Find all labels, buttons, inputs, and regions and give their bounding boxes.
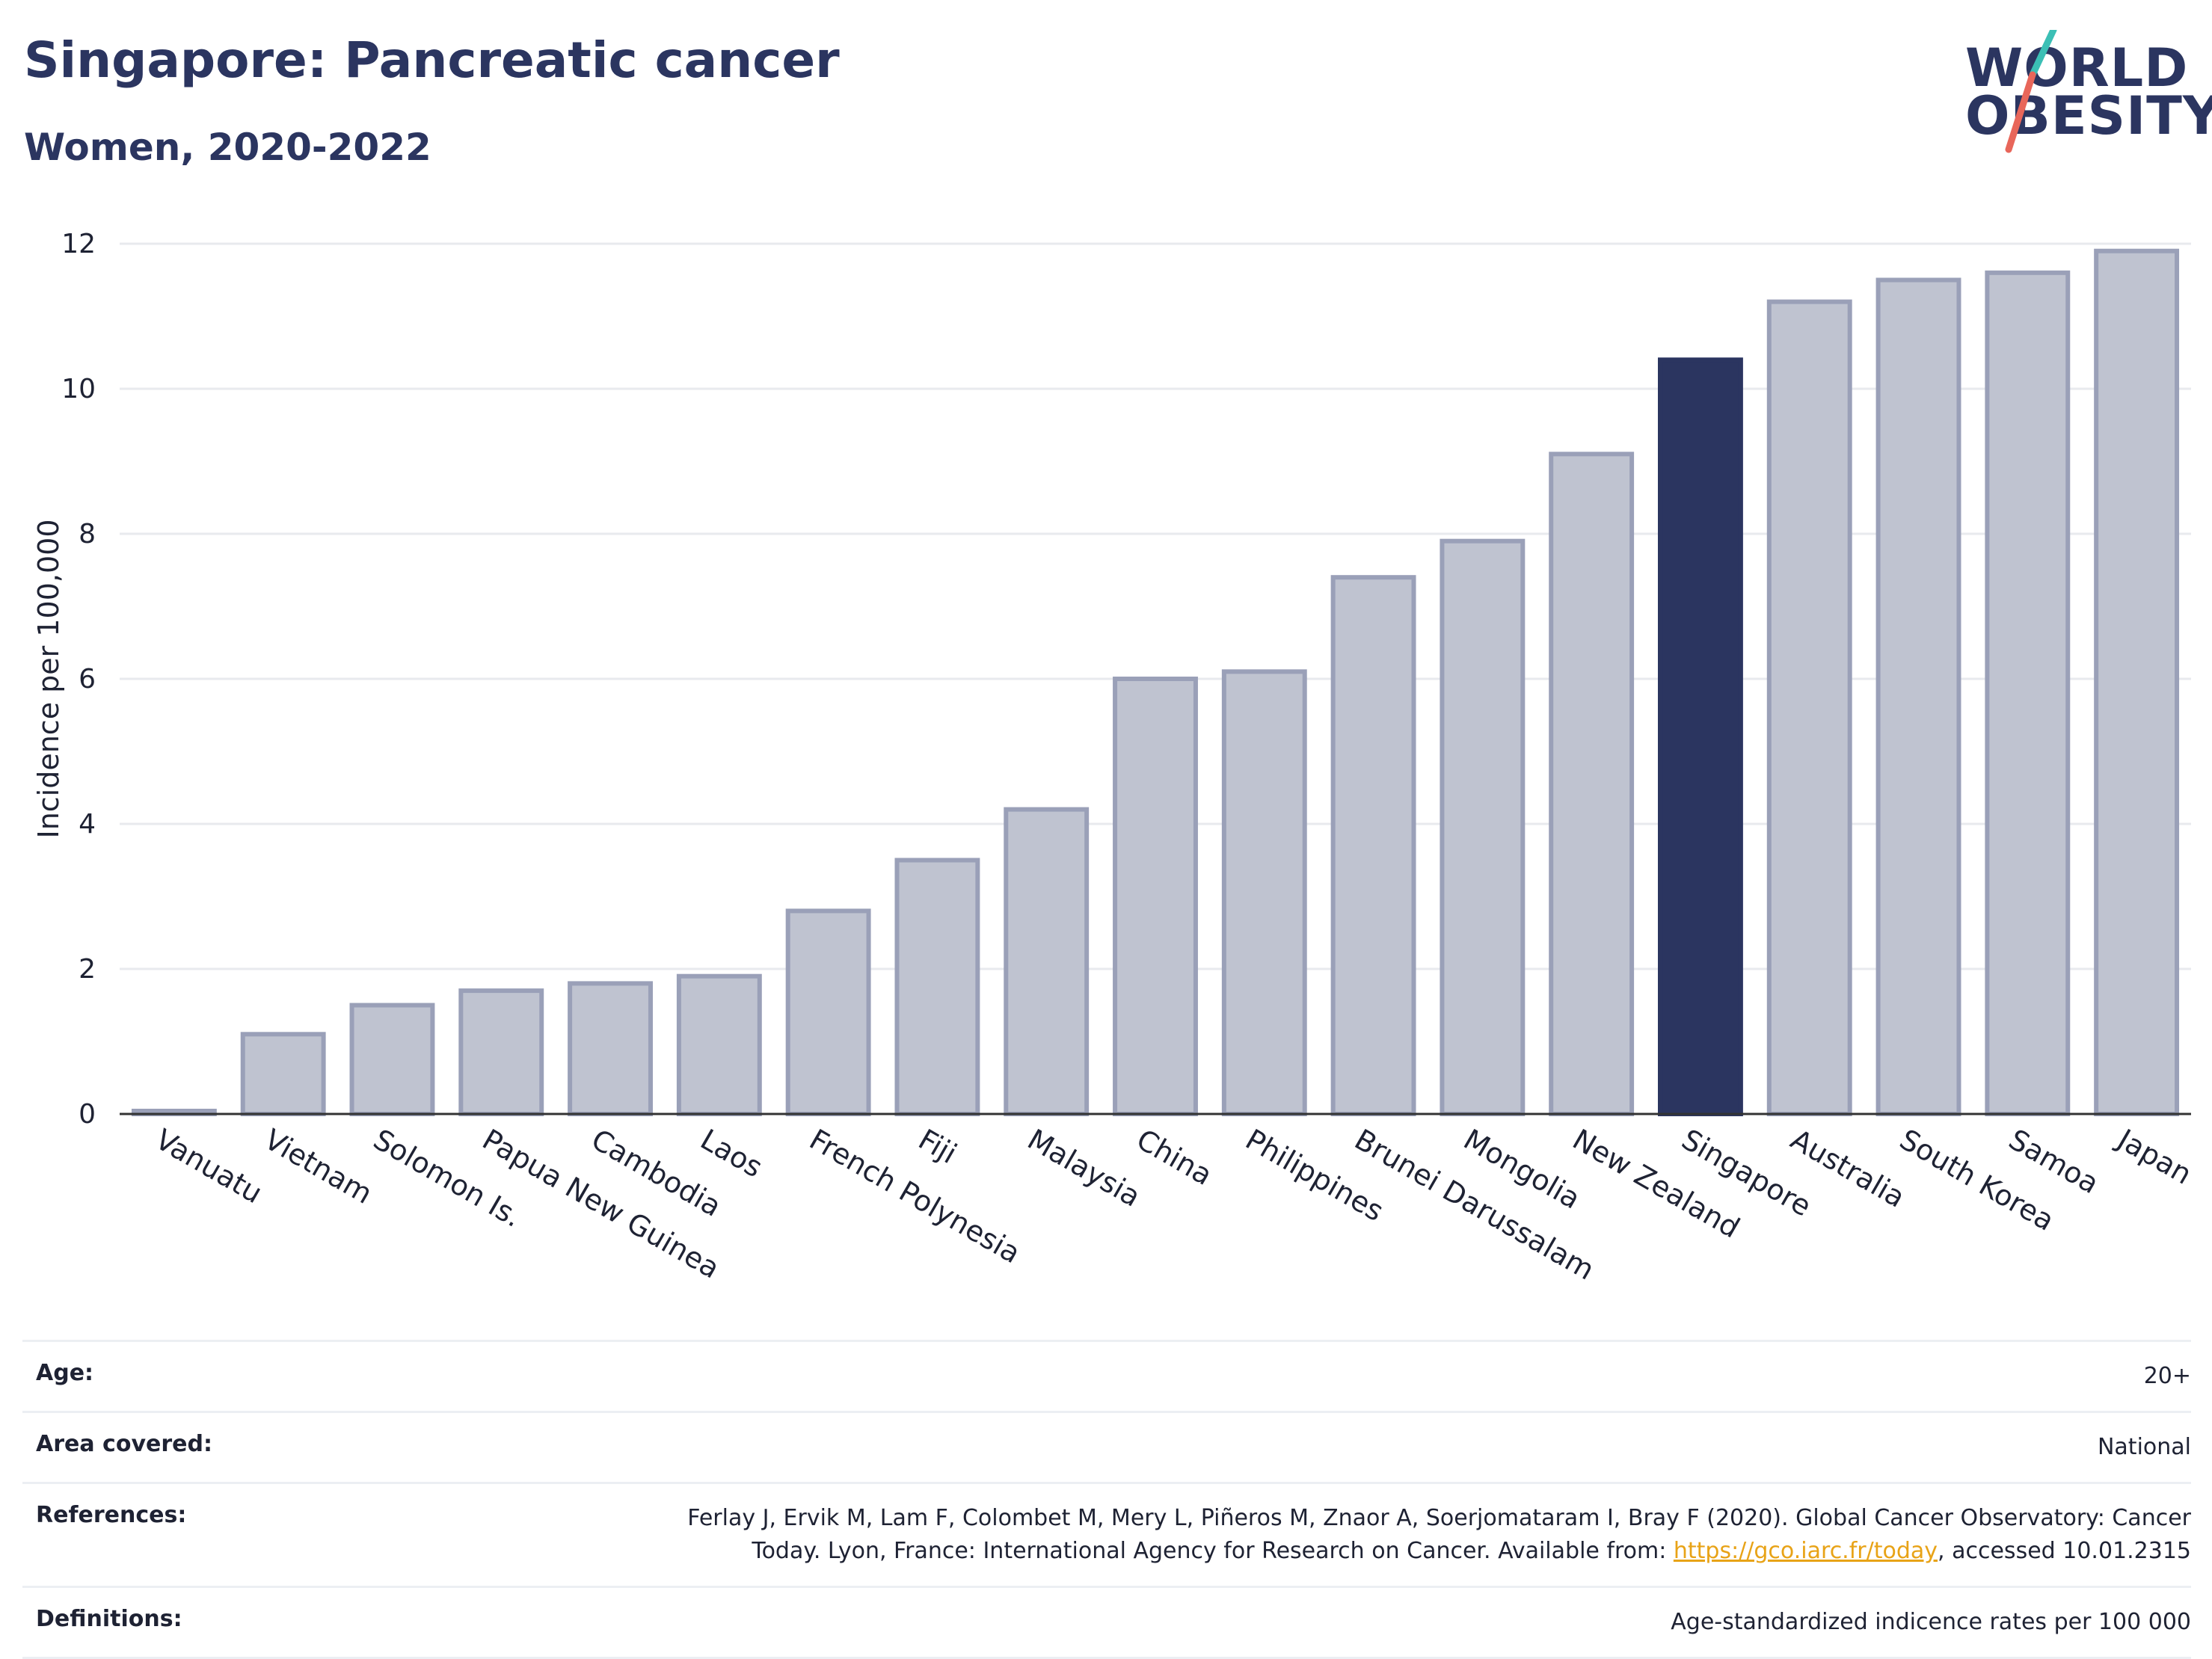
references-text-before: Ferlay J, Ervik M, Lam F, Colombet M, Me… bbox=[687, 1505, 2191, 1564]
y-axis-label: Incidence per 100,000 bbox=[32, 519, 65, 838]
x-tick-label: Vanuatu bbox=[150, 1123, 268, 1210]
x-tick-label: Malaysia bbox=[1022, 1123, 1146, 1213]
x-tick-label: French Polynesia bbox=[804, 1123, 1026, 1270]
logo-slash-icon bbox=[2005, 30, 2057, 153]
bars bbox=[131, 248, 2180, 1117]
x-tick-label: Laos bbox=[695, 1123, 768, 1184]
y-tick-label: 8 bbox=[79, 519, 96, 550]
bar-chart: 0 2 4 6 8 10 12 Incidence per 100,000 VanuatuVie… bbox=[32, 229, 2198, 1287]
world-obesity-logo: WORLD OBESITY bbox=[1944, 30, 2212, 161]
references-value: Ferlay J, Ervik M, Lam F, Colombet M, Me… bbox=[636, 1502, 2191, 1568]
y-tick-label: 4 bbox=[79, 809, 96, 840]
x-tick-label: Fiji bbox=[913, 1123, 962, 1170]
meta-row-definitions: Definitions: Age-standardized indicence … bbox=[22, 1586, 2191, 1659]
bar bbox=[676, 973, 762, 1116]
y-tick-label: 2 bbox=[79, 954, 96, 985]
references-link[interactable]: https://gco.iarc.fr/today bbox=[1673, 1538, 1938, 1564]
age-value: 20+ bbox=[2143, 1363, 2191, 1389]
meta-row-age: Age: 20+ bbox=[22, 1340, 2191, 1411]
bar bbox=[1440, 538, 1526, 1116]
bar bbox=[349, 1003, 435, 1116]
y-tick-label: 0 bbox=[79, 1099, 96, 1130]
x-tick-label: Japan bbox=[2111, 1122, 2198, 1191]
logo-line2: OBESITY bbox=[1965, 85, 2212, 147]
bar bbox=[2094, 248, 2180, 1117]
y-tick-label: 10 bbox=[61, 374, 96, 404]
references-text-after: , accessed 10.01.2315 bbox=[1938, 1538, 2191, 1564]
bar bbox=[458, 988, 544, 1116]
bar bbox=[1113, 677, 1198, 1116]
definitions-value: Age-standardized indicence rates per 100… bbox=[1671, 1609, 2191, 1635]
x-tick-label: China bbox=[1131, 1123, 1218, 1192]
meta-row-area: Area covered: National bbox=[22, 1411, 2191, 1482]
bar bbox=[1549, 452, 1635, 1116]
metadata-table: Age: 20+ Area covered: National Referenc… bbox=[22, 1340, 2191, 1659]
bar bbox=[1330, 575, 1416, 1116]
y-tick-label: 12 bbox=[61, 229, 96, 259]
age-label: Age: bbox=[36, 1360, 94, 1386]
bar bbox=[1221, 669, 1307, 1116]
bar bbox=[240, 1032, 326, 1117]
bar bbox=[785, 908, 871, 1117]
y-tick-label: 6 bbox=[79, 664, 96, 695]
bar bbox=[1875, 277, 1961, 1116]
x-tick-label: Vietnam bbox=[259, 1123, 378, 1210]
area-value: National bbox=[2097, 1434, 2191, 1460]
meta-row-references: References: Ferlay J, Ervik M, Lam F, Co… bbox=[22, 1482, 2191, 1586]
references-label: References: bbox=[36, 1502, 187, 1528]
logo-line1: WORLD bbox=[1965, 37, 2189, 99]
bar bbox=[894, 858, 980, 1116]
bar bbox=[1766, 299, 1852, 1117]
definitions-label: Definitions: bbox=[36, 1606, 182, 1632]
bar bbox=[1004, 807, 1090, 1116]
bar bbox=[568, 981, 653, 1117]
bar-highlight bbox=[1658, 357, 1743, 1116]
bar bbox=[1985, 270, 2071, 1116]
chart-title: Singapore: Pancreatic cancer bbox=[24, 31, 840, 89]
chart-subtitle: Women, 2020-2022 bbox=[24, 126, 431, 169]
area-label: Area covered: bbox=[36, 1431, 212, 1457]
